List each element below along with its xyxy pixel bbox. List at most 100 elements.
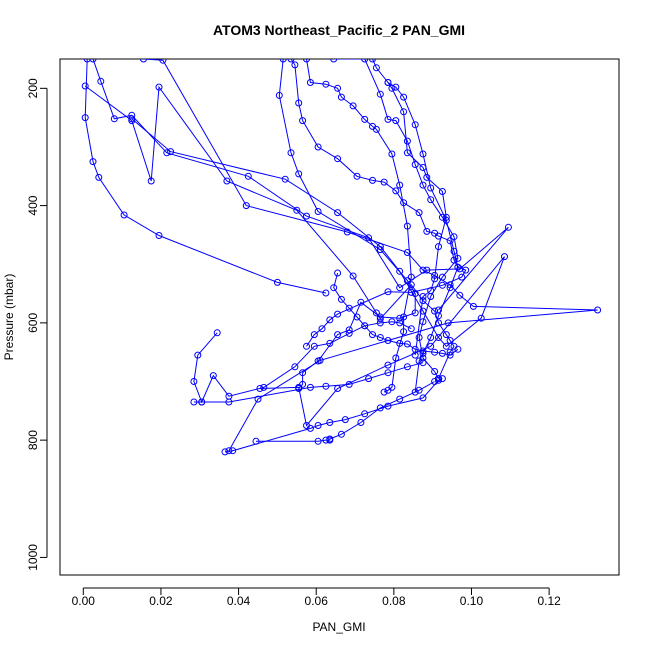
- data-point: [254, 395, 262, 403]
- data-point: [353, 313, 361, 321]
- data-point: [435, 334, 442, 341]
- data-point: [376, 319, 384, 327]
- data-point: [384, 361, 392, 369]
- data-point: [213, 329, 221, 337]
- series-1: [81, 59, 330, 297]
- data-point: [376, 90, 384, 98]
- data-point: [81, 82, 89, 90]
- data-point: [388, 150, 396, 158]
- data-point: [392, 83, 400, 91]
- data-point: [384, 386, 392, 394]
- data-point: [396, 267, 404, 275]
- series-line: [193, 321, 412, 404]
- data-point: [349, 102, 357, 110]
- series-line: [333, 59, 459, 379]
- data-point: [83, 59, 91, 63]
- series-12: [330, 269, 462, 359]
- x-tick-label: 0.10: [460, 594, 484, 608]
- data-point: [167, 148, 175, 156]
- data-point: [81, 114, 89, 122]
- x-axis: 0.00 0.02 0.04 0.06 0.08 0.10 0.12: [72, 587, 561, 608]
- data-point: [501, 253, 508, 261]
- series-line: [84, 59, 327, 294]
- data-point: [396, 284, 404, 292]
- data-point: [400, 328, 408, 336]
- data-point: [400, 108, 408, 116]
- data-point: [396, 339, 404, 347]
- data-point: [128, 115, 136, 123]
- data-point: [128, 111, 136, 119]
- data-point: [334, 155, 342, 163]
- series-8: [303, 59, 415, 396]
- data-point: [403, 222, 411, 230]
- data-point: [163, 149, 171, 157]
- data-point: [384, 337, 392, 344]
- data-point: [322, 436, 330, 444]
- data-point: [361, 322, 369, 330]
- data-point: [303, 212, 310, 220]
- data-point: [303, 59, 310, 63]
- data-point: [419, 266, 427, 274]
- series-15: [252, 378, 439, 445]
- data-point: [419, 347, 427, 355]
- data-point: [376, 404, 384, 412]
- data-point: [380, 388, 388, 396]
- data-point: [438, 273, 446, 281]
- data-point: [438, 188, 446, 195]
- data-point: [369, 59, 376, 63]
- data-point: [326, 419, 334, 426]
- data-point: [419, 359, 427, 367]
- series-line: [306, 59, 412, 393]
- data-point: [396, 395, 404, 403]
- chart-title: ATOM3 Northeast_Pacific_2 PAN_GMI: [213, 22, 465, 38]
- data-point: [190, 398, 198, 406]
- data-point: [223, 177, 231, 185]
- x-tick-label: 0.08: [382, 594, 406, 608]
- series-line: [84, 85, 455, 379]
- data-point: [369, 176, 376, 184]
- data-point: [431, 275, 439, 283]
- data-point: [469, 302, 477, 310]
- data-point: [419, 394, 427, 402]
- data-point: [403, 137, 411, 145]
- data-point: [454, 345, 462, 353]
- data-point: [407, 325, 415, 333]
- data-point: [435, 243, 442, 251]
- data-point: [411, 290, 419, 297]
- data-point: [392, 117, 400, 125]
- data-point: [431, 368, 439, 375]
- data-point: [454, 263, 462, 271]
- data-point: [322, 289, 330, 297]
- data-point: [431, 307, 439, 315]
- data-point: [450, 247, 458, 255]
- data-point: [372, 64, 380, 72]
- data-point: [260, 383, 268, 391]
- data-point: [442, 331, 450, 339]
- data-point: [256, 385, 264, 392]
- data-point: [306, 79, 314, 86]
- data-point: [330, 59, 338, 63]
- x-tick-label: 0.06: [305, 594, 329, 608]
- data-point: [120, 211, 128, 219]
- y-axis: 200 400 600 800 1000: [26, 78, 48, 571]
- data-point: [299, 117, 307, 125]
- data-point: [306, 424, 314, 432]
- data-point: [431, 378, 439, 385]
- data-point: [388, 84, 396, 92]
- data-point: [287, 149, 295, 157]
- data-point: [334, 269, 342, 277]
- data-point: [435, 312, 442, 320]
- data-point: [419, 293, 427, 300]
- data-point: [295, 170, 303, 178]
- data-point: [411, 345, 419, 353]
- data-point: [384, 115, 392, 123]
- data-point: [380, 178, 388, 186]
- data-point: [341, 416, 349, 424]
- data-point: [431, 348, 439, 356]
- series-13: [190, 318, 415, 406]
- data-point: [293, 206, 301, 214]
- data-point: [454, 254, 462, 262]
- data-point: [242, 202, 250, 210]
- data-point: [334, 84, 342, 92]
